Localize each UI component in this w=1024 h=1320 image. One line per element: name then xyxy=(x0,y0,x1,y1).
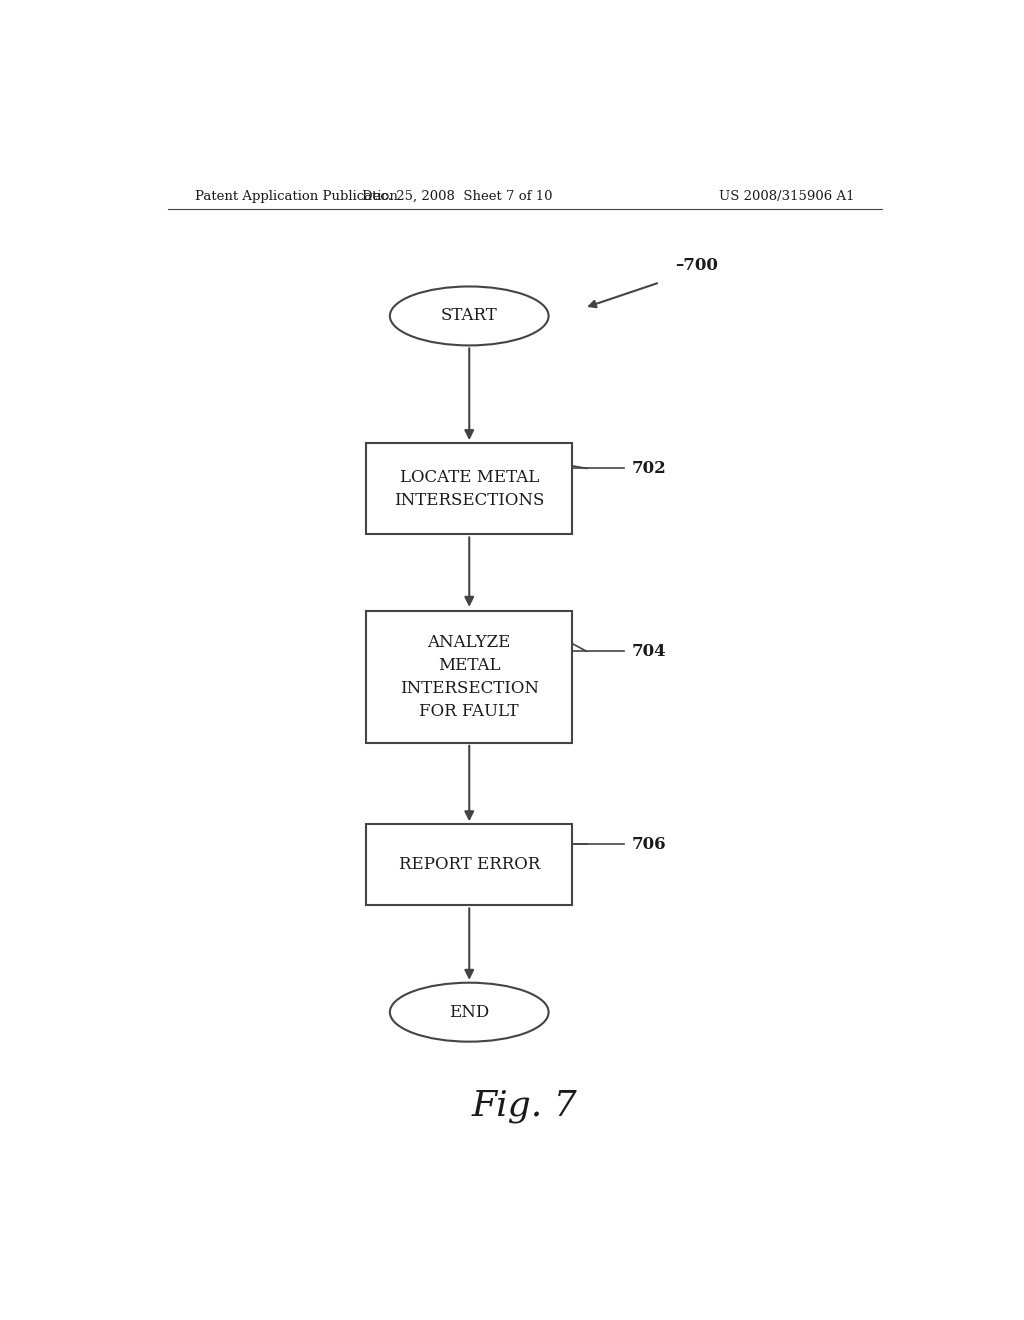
FancyBboxPatch shape xyxy=(367,444,572,535)
Ellipse shape xyxy=(390,982,549,1041)
Text: –700: –700 xyxy=(676,256,719,273)
Text: 706: 706 xyxy=(632,836,667,853)
Text: US 2008/315906 A1: US 2008/315906 A1 xyxy=(719,190,854,202)
Text: 702: 702 xyxy=(632,459,667,477)
Text: ANALYZE
METAL
INTERSECTION
FOR FAULT: ANALYZE METAL INTERSECTION FOR FAULT xyxy=(399,634,539,719)
Ellipse shape xyxy=(390,286,549,346)
Text: Fig. 7: Fig. 7 xyxy=(472,1089,578,1123)
FancyBboxPatch shape xyxy=(367,611,572,743)
Text: LOCATE METAL
INTERSECTIONS: LOCATE METAL INTERSECTIONS xyxy=(394,469,545,508)
Text: START: START xyxy=(441,308,498,325)
Text: END: END xyxy=(450,1003,489,1020)
FancyBboxPatch shape xyxy=(367,824,572,906)
Text: Patent Application Publication: Patent Application Publication xyxy=(196,190,398,202)
Text: Dec. 25, 2008  Sheet 7 of 10: Dec. 25, 2008 Sheet 7 of 10 xyxy=(362,190,553,202)
Text: 704: 704 xyxy=(632,643,667,660)
Text: REPORT ERROR: REPORT ERROR xyxy=(398,857,540,874)
